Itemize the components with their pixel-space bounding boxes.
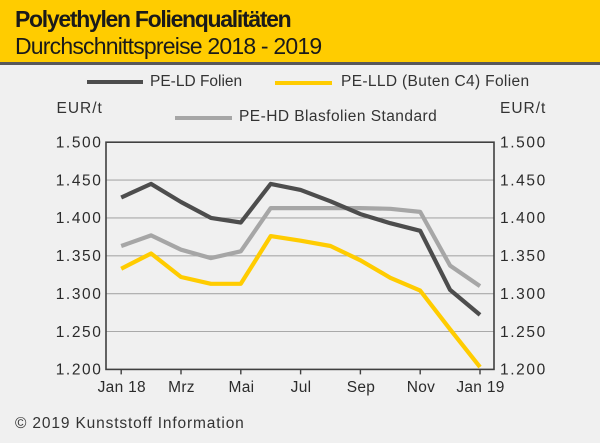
svg-text:1.500: 1.500 xyxy=(500,135,547,152)
svg-text:Jan 18: Jan 18 xyxy=(98,379,146,396)
svg-text:Mai: Mai xyxy=(229,379,255,396)
svg-text:1.300: 1.300 xyxy=(56,286,103,303)
svg-text:Jan 19: Jan 19 xyxy=(456,379,504,396)
svg-text:1.250: 1.250 xyxy=(500,324,547,341)
svg-text:1.350: 1.350 xyxy=(500,248,547,265)
svg-text:1.200: 1.200 xyxy=(500,362,547,379)
svg-text:Jul: Jul xyxy=(291,379,312,396)
svg-text:1.450: 1.450 xyxy=(500,172,547,189)
svg-text:Sep: Sep xyxy=(347,379,375,396)
svg-text:1.450: 1.450 xyxy=(56,172,103,189)
svg-text:Mrz: Mrz xyxy=(168,379,195,396)
svg-text:1.400: 1.400 xyxy=(500,210,547,227)
svg-text:Nov: Nov xyxy=(407,379,435,396)
svg-text:1.500: 1.500 xyxy=(56,135,103,152)
svg-text:1.350: 1.350 xyxy=(56,248,103,265)
svg-text:1.200: 1.200 xyxy=(56,362,103,379)
svg-text:1.300: 1.300 xyxy=(500,286,547,303)
svg-text:1.400: 1.400 xyxy=(56,210,103,227)
svg-text:1.250: 1.250 xyxy=(56,324,103,341)
